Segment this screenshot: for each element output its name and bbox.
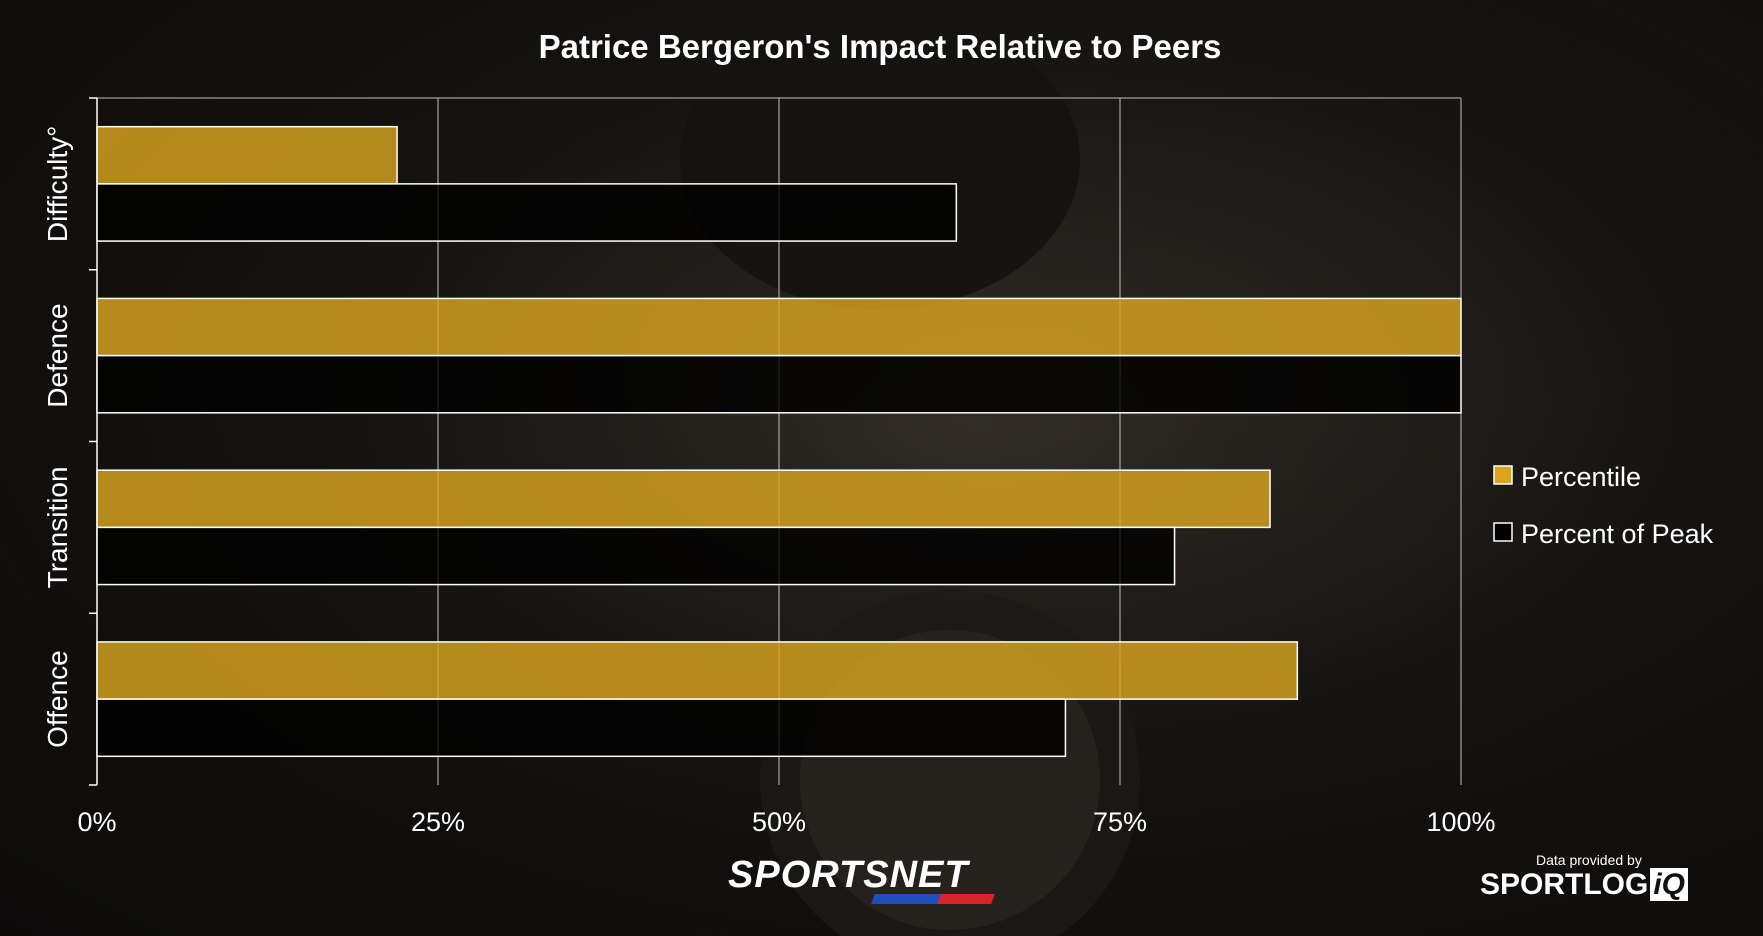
legend-label-percentile: Percentile xyxy=(1521,462,1641,492)
legend-swatch-percent-of-peak xyxy=(1493,522,1513,542)
category-label: Difficulty° xyxy=(42,126,73,242)
sportsnet-wordmark: SPORTSNET xyxy=(728,854,969,896)
bar-percentile xyxy=(96,297,1462,357)
legend-swatch-percentile xyxy=(1493,465,1513,485)
data-credit: Data provided by SPORTLOG iQ xyxy=(1480,852,1720,902)
sportsnet-logo: SPORTSNET xyxy=(728,854,995,904)
sportlogiq-wordmark: SPORTLOG xyxy=(1480,868,1649,901)
bar-percent-of-peak xyxy=(96,526,1176,586)
x-tick-label: 25% xyxy=(411,807,465,837)
bar-percentile xyxy=(96,641,1299,700)
credit-prefix: Data provided by xyxy=(1536,852,1642,868)
bar-percent-of-peak xyxy=(96,698,1067,758)
legend-label-percent-of-peak: Percent of Peak xyxy=(1521,519,1714,549)
plot-area: 0% 25% 50% 75% 100% Difficulty° Defence Transit… xyxy=(42,97,1496,837)
category-label: Defence xyxy=(42,303,73,407)
swoosh-icon xyxy=(871,894,995,904)
x-tick-label: 50% xyxy=(752,807,806,837)
sportlogiq-iq-mark: iQ xyxy=(1650,868,1689,901)
bar-percentile xyxy=(96,469,1271,529)
x-tick-label: 0% xyxy=(77,807,116,837)
category-label: Offence xyxy=(42,650,73,748)
x-tick-label: 100% xyxy=(1426,807,1495,837)
chart-title: Patrice Bergeron's Impact Relative to Pe… xyxy=(539,28,1222,65)
sportlogiq-logo: SPORTLOG iQ xyxy=(1480,868,1720,902)
legend: Percentile Percent of Peak xyxy=(1493,462,1714,549)
bar-percent-of-peak xyxy=(96,354,1462,414)
bar-percent-of-peak xyxy=(96,183,958,242)
category-label: Transition xyxy=(42,466,73,588)
x-tick-label: 75% xyxy=(1093,807,1147,837)
bar-percentile xyxy=(96,125,398,185)
